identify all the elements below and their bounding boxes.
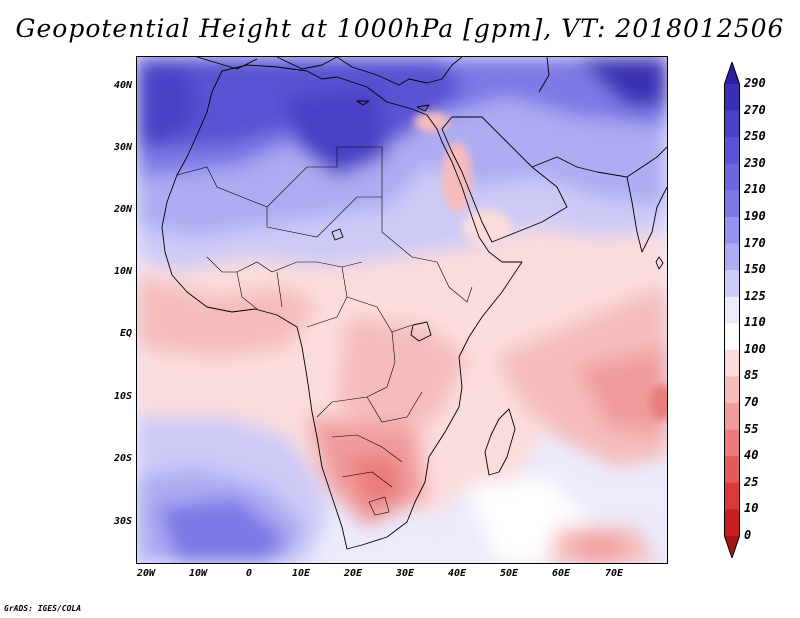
lat-label-30n: 30N [113, 142, 132, 153]
colorbar-level-label: 150 [744, 262, 766, 277]
colorbar-level-label: 25 [744, 474, 759, 489]
colorbar-segment [724, 403, 740, 430]
lon-label-10e: 10E [291, 568, 311, 579]
lon-label-40e: 40E [447, 568, 467, 579]
colorbar-segment [724, 137, 740, 165]
colorbar-level-label: 0 [744, 528, 752, 542]
colorbar-segment [724, 536, 740, 558]
colorbar-level-label: 210 [744, 182, 766, 197]
lat-label-30s: 30S [113, 516, 132, 527]
colorbar-segment [724, 190, 740, 218]
colorbar-segment [724, 376, 740, 404]
colorbar-segment [724, 62, 740, 84]
height-field [137, 57, 667, 563]
colorbar-segment [724, 429, 740, 457]
map-plot-area [136, 56, 668, 564]
colorbar-segment [724, 216, 740, 244]
coastline-outlines [161, 57, 667, 550]
colorbar [724, 62, 740, 558]
colorbar-level-label: 40 [744, 448, 759, 463]
colorbar-level-label: 85 [744, 368, 759, 383]
colorbar-level-label: 110 [744, 315, 766, 330]
colorbar-segment [724, 323, 740, 351]
lat-label-20s: 20S [113, 453, 132, 464]
colorbar-segment [724, 110, 740, 138]
colorbar-segment [724, 296, 740, 324]
country-borders [176, 146, 473, 516]
colorbar-segment [724, 84, 740, 111]
colorbar-segment [724, 482, 740, 510]
colorbar-segment [724, 163, 740, 191]
lon-label-20e: 20E [343, 568, 363, 579]
lon-label-70e: 70E [604, 568, 624, 579]
colorbar-level-label: 290 [744, 76, 766, 90]
colorbar-segment [724, 509, 740, 537]
colorbar-level-label: 190 [744, 208, 766, 223]
lon-label-10w: 10W [188, 568, 208, 579]
map-title: Geopotential Height at 1000hPa [gpm], VT… [15, 14, 785, 43]
colorbar-level-label: 100 [744, 341, 766, 356]
lat-label-eq: EQ [119, 328, 132, 339]
colorbar-segments [724, 62, 740, 558]
lon-label-60e: 60E [551, 568, 571, 579]
colorbar-segment [724, 243, 740, 271]
grads-credit: GrADS: IGES/COLA [4, 604, 82, 613]
colorbar-level-label: 170 [744, 235, 766, 250]
geopotential-map [137, 57, 667, 563]
colorbar-level-label: 270 [744, 102, 766, 117]
lon-label-30e: 30E [395, 568, 415, 579]
lon-label-50e: 50E [499, 568, 519, 579]
colorbar-segment [724, 456, 740, 484]
lon-label-0: 0 [245, 568, 253, 579]
lat-label-10s: 10S [113, 391, 132, 402]
lat-label-20n: 20N [113, 204, 132, 215]
colorbar-level-label: 230 [744, 155, 766, 170]
lon-label-20w: 20W [136, 568, 156, 579]
lat-label-40n: 40N [113, 80, 132, 91]
colorbar-segment [724, 349, 740, 377]
colorbar-level-label: 125 [744, 288, 766, 303]
lat-label-10n: 10N [113, 266, 132, 277]
colorbar-level-label: 70 [744, 395, 759, 410]
colorbar-level-label: 55 [744, 421, 759, 436]
colorbar-outline [724, 62, 740, 558]
colorbar-level-label: 10 [744, 501, 759, 516]
colorbar-segment [724, 270, 740, 298]
colorbar-level-label: 250 [744, 129, 766, 144]
